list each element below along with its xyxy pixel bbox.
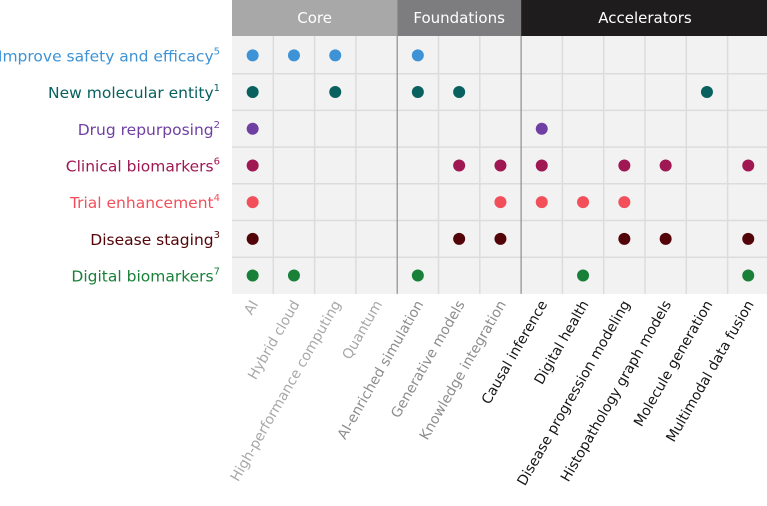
dot-4-0: [246, 196, 259, 209]
group-header-accelerators: [521, 0, 767, 36]
row-label-4: Trial enhancement4: [69, 193, 220, 212]
dot-2-7: [535, 122, 548, 135]
dot-1-4: [411, 86, 424, 99]
dot-2-0: [246, 122, 259, 135]
dot-3-9: [618, 159, 631, 172]
dot-1-5: [453, 86, 466, 99]
row-label-0: Improve safety and efficacy5: [0, 46, 220, 65]
group-header-label: Foundations: [413, 9, 505, 27]
row-label-6: Digital biomarkers7: [71, 267, 220, 286]
group-header-core: [232, 0, 398, 36]
dot-3-10: [659, 159, 672, 172]
dot-5-6: [494, 232, 507, 245]
column-label-11: Molecule generation: [631, 298, 716, 430]
dot-4-9: [618, 196, 631, 209]
dot-4-8: [577, 196, 590, 209]
row-label-3: Clinical biomarkers6: [66, 156, 220, 175]
dot-5-5: [453, 232, 466, 245]
dot-0-0: [246, 49, 259, 62]
dot-0-4: [411, 49, 424, 62]
dot-6-1: [287, 269, 300, 282]
row-label-2: Drug repurposing2: [78, 120, 220, 139]
dot-6-4: [411, 269, 424, 282]
dot-3-7: [535, 159, 548, 172]
group-header-label: Core: [297, 9, 332, 27]
dot-6-12: [742, 269, 755, 282]
dot-5-0: [246, 232, 259, 245]
dot-6-0: [246, 269, 259, 282]
dot-1-11: [700, 86, 713, 99]
dot-3-6: [494, 159, 507, 172]
dot-5-10: [659, 232, 672, 245]
dot-6-8: [577, 269, 590, 282]
group-header-foundations: [397, 0, 522, 36]
dot-0-2: [329, 49, 342, 62]
row-label-5: Disease staging3: [90, 230, 220, 249]
dot-4-7: [535, 196, 548, 209]
dot-5-12: [742, 232, 755, 245]
column-label-3: Quantum: [339, 298, 386, 363]
column-label-0: AI: [241, 298, 262, 318]
group-header-label: Accelerators: [598, 9, 692, 27]
dot-5-9: [618, 232, 631, 245]
dot-1-0: [246, 86, 259, 99]
dot-4-6: [494, 196, 507, 209]
dot-3-12: [742, 159, 755, 172]
column-label-5: Generative models: [388, 298, 468, 421]
dot-3-0: [246, 159, 259, 172]
row-label-1: New molecular entity1: [48, 83, 220, 102]
dot-3-5: [453, 159, 466, 172]
dot-0-1: [287, 49, 300, 62]
dot-1-2: [329, 86, 342, 99]
